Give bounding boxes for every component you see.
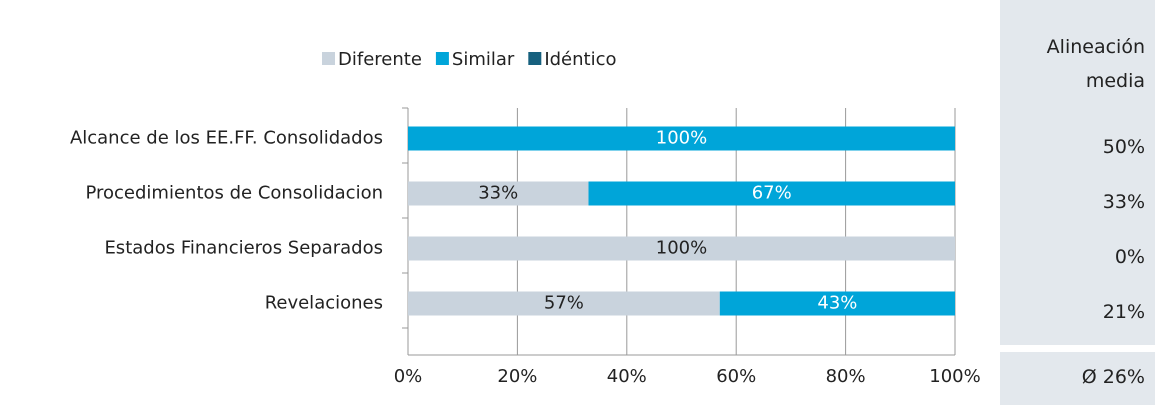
category-label: Revelaciones [265,293,383,314]
legend-label: Idéntico [544,49,616,70]
bar-segment [408,126,955,151]
side-value: 0% [1114,245,1145,268]
data-label: 57% [544,293,584,314]
legend-swatch [435,52,449,65]
side-title: Alineación media [1046,36,1145,92]
x-tick-label: 60% [716,366,756,387]
legend-swatch [322,52,335,65]
legend-label: Diferente [338,49,422,70]
side-value: 33% [1102,190,1145,213]
data-label: 43% [817,293,857,314]
data-label: 100% [656,128,707,149]
legend-swatch [528,52,542,65]
x-tick-label: 0% [394,366,423,387]
legend-label: Similar [452,49,515,70]
side-value: 21% [1102,300,1145,323]
bar-segment [408,291,720,316]
x-tick-label: 20% [497,366,537,387]
x-tick-label: 100% [929,366,980,387]
bar-segment [719,291,955,316]
data-label: 100% [656,238,707,259]
chart: 0% 20% 40% 60% 80% 100% Diferente Similar Idénti… [70,49,981,387]
category-label: Alcance de los EE.FF. Consolidados [70,128,383,149]
bar-segment [408,181,589,206]
data-label: 33% [478,183,518,204]
data-label: 67% [752,183,792,204]
category-label: Procedimientos de Consolidacion [85,183,383,204]
average: Ø 26% [1081,366,1145,388]
side-panel: Alineación media 50% 33% 0% 21% [1000,0,1155,345]
category-label: Estados Financieros Separados [104,238,383,259]
x-tick-label: 80% [826,366,866,387]
bar-segment [408,236,955,261]
side-value: 50% [1102,135,1145,158]
average-box: Ø 26% [1000,352,1155,405]
bar-segment [588,181,955,206]
x-tick-label: 40% [607,366,647,387]
